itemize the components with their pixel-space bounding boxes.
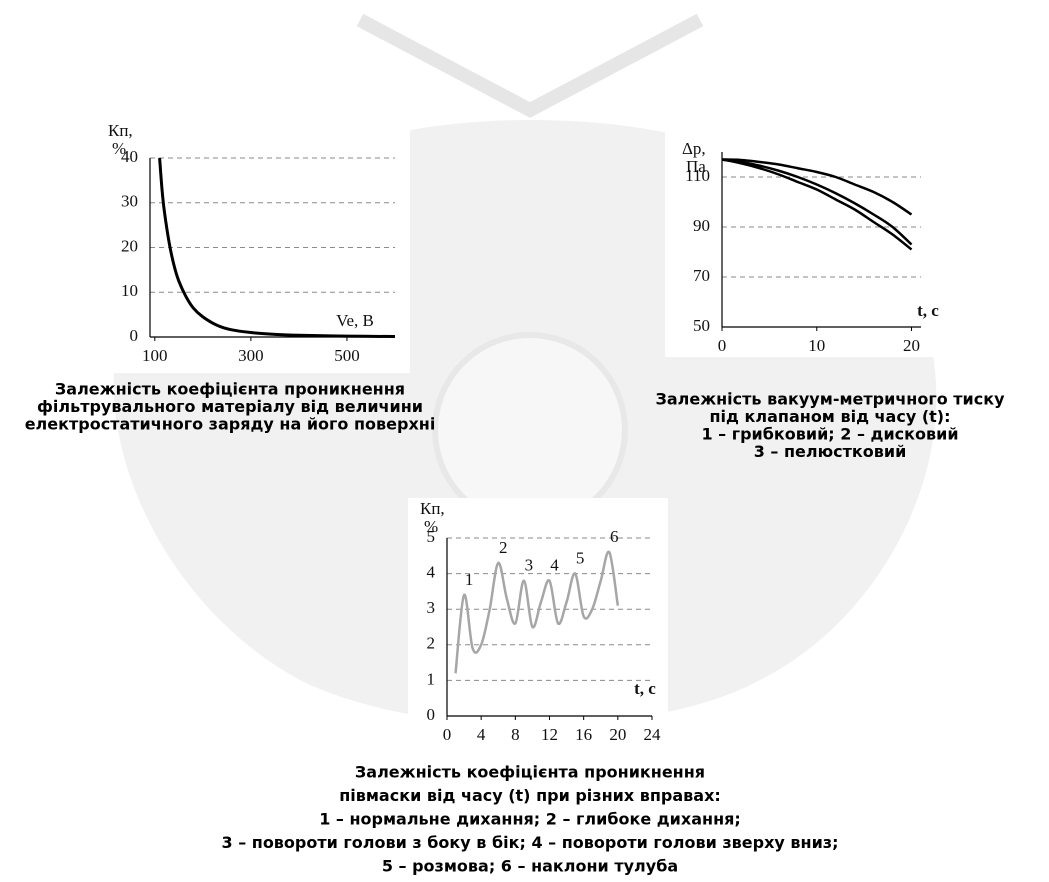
y-tick-label: 4 <box>427 563 436 582</box>
y-tick-label: 70 <box>693 266 710 285</box>
caption: Залежність коефіцієнта проникнення <box>355 763 705 782</box>
x-axis-label: Ve, В <box>336 311 374 330</box>
caption: Залежність вакуум-метричного тиску <box>655 390 1005 409</box>
y-tick-label: 3 <box>427 598 436 617</box>
y-tick-label: 90 <box>693 216 710 235</box>
y-axis-label: Кп, <box>420 499 445 518</box>
caption: півмаски від часу (t) при різних вправах… <box>339 786 721 805</box>
background-mask <box>100 13 947 752</box>
x-tick-label: 0 <box>443 725 452 744</box>
y-axis-label: Па <box>686 157 706 176</box>
y-tick-label: 40 <box>121 147 138 166</box>
y-tick-label: 5 <box>427 527 436 546</box>
x-tick-label: 500 <box>334 346 360 365</box>
data-line <box>721 158 913 251</box>
x-tick-label: 4 <box>477 725 486 744</box>
caption: 3 – повороти голови з боку в бік; 4 – по… <box>221 833 838 852</box>
y-tick-label: 1 <box>427 669 436 688</box>
y-tick-label: 10 <box>121 281 138 300</box>
caption: 1 – грибковий; 2 – дисковий <box>701 425 958 444</box>
x-tick-label: 100 <box>142 346 168 365</box>
y-axis-label: Кп, <box>108 121 133 140</box>
x-tick-label: 16 <box>575 725 592 744</box>
x-axis-label: t, с <box>917 301 939 320</box>
y-axis-label: % <box>112 139 126 158</box>
x-tick-label: 20 <box>609 725 626 744</box>
y-tick-label: 2 <box>427 634 436 653</box>
x-axis-label: t, с <box>634 679 656 698</box>
data-line <box>721 158 913 216</box>
x-tick-label: 8 <box>511 725 520 744</box>
y-tick-label: 0 <box>130 326 139 345</box>
x-tick-label: 24 <box>644 725 662 744</box>
point-label: 4 <box>550 556 559 575</box>
x-tick-label: 0 <box>718 336 727 355</box>
caption: Залежність коефіцієнта проникнення <box>55 380 405 399</box>
y-tick-label: 30 <box>121 192 138 211</box>
mask-valve <box>432 332 628 528</box>
y-tick-label: 110 <box>685 166 710 185</box>
y-tick-label: 20 <box>121 236 138 255</box>
caption: під клапаном від часу (t): <box>710 407 951 426</box>
point-label: 6 <box>610 527 619 546</box>
point-label: 1 <box>465 570 474 589</box>
caption: фільтрувального матеріалу від величини <box>37 397 423 416</box>
y-axis-label: Δp, <box>682 139 706 158</box>
y-tick-label: 0 <box>427 705 436 724</box>
x-tick-label: 20 <box>903 336 920 355</box>
point-label: 5 <box>576 549 585 568</box>
point-label: 2 <box>499 538 508 557</box>
data-line <box>721 158 913 246</box>
y-axis-label: % <box>424 517 438 536</box>
caption: 3 – пелюстковий <box>754 442 907 461</box>
x-tick-label: 10 <box>808 336 825 355</box>
y-tick-label: 50 <box>693 316 710 335</box>
x-tick-label: 300 <box>238 346 264 365</box>
caption: електростатичного заряду на його поверхн… <box>25 415 436 434</box>
point-label: 3 <box>525 556 534 575</box>
panel <box>408 498 668 752</box>
mask-strap <box>356 13 704 118</box>
caption: 1 – нормальне дихання; 2 – глибоке дихан… <box>319 810 741 829</box>
data-line <box>454 550 620 674</box>
caption: 5 – розмова; 6 – наклони тулуба <box>382 857 678 876</box>
x-tick-label: 12 <box>541 725 558 744</box>
data-line <box>158 157 396 339</box>
